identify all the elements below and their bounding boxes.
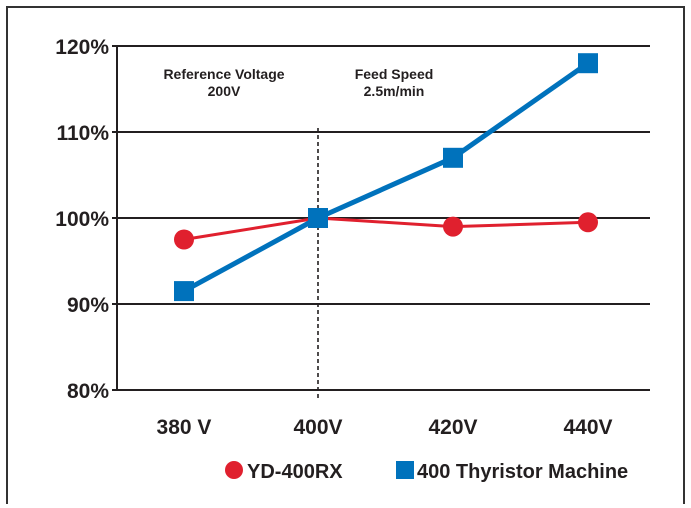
- y-tick-label-90: 90%: [67, 294, 109, 317]
- legend-marker-thyristor: [396, 461, 414, 479]
- series-group: [174, 53, 598, 302]
- annotation-feed-speed-line2: 2.5m/min: [364, 83, 425, 99]
- x-tick-label-1: 400V: [293, 416, 342, 439]
- x-tick-label-0: 380 V: [157, 416, 212, 439]
- x-tick-labels: 380 V 400V 420V 440V: [157, 416, 613, 439]
- point-thyristor-2: [443, 147, 463, 168]
- point-yd-400rx-2: [443, 216, 463, 237]
- legend-marker-yd-400rx: [225, 461, 243, 479]
- point-thyristor-1: [308, 208, 328, 228]
- x-tick-label-2: 420V: [428, 416, 477, 439]
- chart-frame: [6, 6, 685, 504]
- annotation-reference-voltage-line2: 200V: [208, 83, 241, 99]
- y-tick-labels: 80% 90% 100% 110% 120%: [55, 36, 109, 403]
- point-yd-400rx-0: [174, 229, 194, 250]
- annotation-feed-speed-line1: Feed Speed: [355, 66, 434, 82]
- series-line-thyristor: [182, 61, 590, 294]
- y-tick-label-80: 80%: [67, 380, 109, 403]
- y-tick-label-100: 100%: [55, 208, 109, 231]
- x-tick-label-3: 440V: [563, 416, 612, 439]
- axes: [116, 46, 650, 391]
- point-thyristor-0: [174, 281, 194, 302]
- y-tick-label-120: 120%: [55, 36, 109, 59]
- legend-label-thyristor: 400 Thyristor Machine: [417, 461, 628, 483]
- legend-label-yd-400rx: YD-400RX: [247, 461, 343, 483]
- y-tick-label-110: 110%: [56, 122, 109, 145]
- point-yd-400rx-3: [578, 212, 598, 233]
- series-line-yd-400rx: [183, 216, 589, 241]
- annotation-reference-voltage-line1: Reference Voltage: [163, 66, 284, 82]
- legend: YD-400RX 400 Thyristor Machine: [225, 461, 628, 483]
- grid-lines: [112, 45, 650, 391]
- point-thyristor-3: [578, 53, 598, 74]
